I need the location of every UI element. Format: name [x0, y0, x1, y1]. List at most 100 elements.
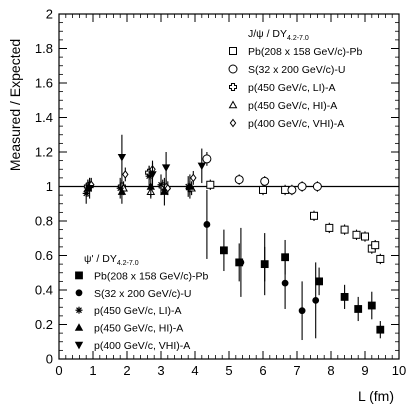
data-point-open-square: [371, 241, 380, 250]
x-axis-label: L (fm): [358, 388, 394, 404]
data-point-asterisk: [157, 181, 165, 189]
data-point-open-diamond: [190, 173, 197, 183]
data-point-open-square: [376, 254, 385, 263]
data-point-open-diamond: [229, 118, 237, 128]
data-point-open-circle: [297, 182, 307, 191]
data-point-filled-triangle-up: [117, 187, 127, 195]
legend-entry-label: p(450 GeV/c, HI)-A: [248, 100, 337, 112]
asterisk-stroke: [158, 181, 164, 188]
data-point-filled-circle: [203, 221, 211, 228]
series-open-circle: [202, 152, 322, 196]
legend-entry-label: S(32 x 200 GeV/c)-U: [248, 64, 345, 76]
y-tick-label: 0.2: [35, 317, 53, 332]
series-open-cross: [83, 165, 194, 196]
data-point-filled-triangle-down: [161, 164, 171, 172]
data-point-open-circle: [312, 182, 322, 191]
legend-title-main: J/ψ / DY: [248, 28, 287, 40]
y-tick-label: 0.6: [35, 248, 53, 263]
data-point-open-square: [352, 230, 361, 239]
series-open-diamond: [88, 162, 197, 196]
legend-entry-label: S(32 x 200 GeV/c)-U: [94, 288, 191, 300]
data-point-open-triangle: [228, 100, 238, 109]
data-point-open-circle: [228, 64, 238, 74]
data-point-filled-square: [340, 292, 349, 301]
legend-entry-label: Pb(208 x 158 GeV/c)-Pb: [248, 46, 363, 58]
data-point-open-cross: [229, 83, 237, 91]
x-tick-label: 2: [123, 363, 130, 378]
x-tick-label: 5: [225, 363, 232, 378]
x-tick-label: 3: [157, 363, 164, 378]
legend-entry-label: p(450 GeV/c, HI)-A: [94, 323, 183, 335]
data-point-open-circle: [260, 176, 270, 186]
y-axis-label: Measured / Expected: [7, 39, 23, 171]
x-tick-label: 1: [89, 363, 96, 378]
data-point-filled-square: [315, 277, 324, 286]
data-point-open-square: [310, 211, 318, 220]
legend-title-subscript: 4.2-7.0: [287, 35, 309, 42]
data-point-open-diamond: [122, 170, 129, 179]
data-point-filled-triangle-down: [197, 162, 206, 171]
legend-entry-label: p(450 GeV/c, LI)-A: [248, 82, 336, 94]
legend-entry-label: p(400 GeV/c, VHI)-A: [248, 118, 344, 130]
series-open-triangle-up: [85, 177, 196, 199]
legend-top-right: J/ψ / DY4.2-7.0 Pb(208 x 158 GeV/c)-Pb S(3…: [228, 28, 363, 130]
data-point-filled-triangle-down: [85, 185, 94, 193]
x-tick-label: 10: [392, 363, 406, 378]
data-point-open-circle: [287, 185, 297, 195]
y-tick-label: 0.4: [35, 283, 53, 298]
data-point-open-square: [206, 180, 215, 189]
series-asterisk: [82, 165, 192, 204]
series-filled-triangle-down: [85, 134, 206, 199]
legend-title-main: ψ' / DY: [84, 253, 117, 265]
x-tick-label: 0: [55, 363, 62, 378]
x-tick-label: 4: [191, 363, 198, 378]
legend-title: ψ' / DY4.2-7.0: [84, 253, 139, 267]
data-point-filled-circle: [75, 289, 83, 297]
data-point-open-square: [361, 232, 369, 241]
x-tick-label: 6: [259, 363, 266, 378]
data-point-filled-circle: [298, 307, 306, 315]
data-point-filled-triangle-down: [148, 171, 157, 179]
x-tick-label: 8: [327, 363, 334, 378]
data-point-filled-triangle-up: [185, 182, 195, 190]
y-tick-label: 1.6: [35, 76, 53, 91]
legend-layer: J/ψ / DY4.2-7.0Pb(208 x 158 GeV/c)-PbS(3…: [74, 28, 363, 352]
legend-entry-label: p(450 GeV/c, LI)-A: [94, 305, 182, 317]
data-point-filled-circle: [312, 296, 320, 304]
series-filled-circle: [203, 189, 320, 341]
data-point-filled-square: [219, 246, 228, 255]
y-tick-label: 0: [46, 352, 53, 367]
data-point-filled-circle: [261, 260, 269, 268]
data-point-filled-square: [75, 271, 83, 280]
data-point-filled-square: [376, 325, 385, 334]
data-point-open-square: [325, 223, 334, 232]
data-point-open-square: [259, 185, 267, 194]
legend-title: J/ψ / DY4.2-7.0: [248, 28, 309, 42]
data-point-filled-circle: [237, 258, 245, 266]
y-tick-label: 2: [46, 7, 53, 22]
legend-entry-label: p(400 GeV/c, VHI)-A: [94, 340, 190, 352]
data-point-filled-triangle-up: [160, 187, 169, 195]
data-point-open-circle: [202, 154, 212, 164]
data-point-open-circle: [234, 175, 244, 185]
data-point-open-square: [340, 225, 349, 234]
series-filled-triangle-up: [83, 174, 195, 206]
legend-bottom-left: ψ' / DY4.2-7.0 Pb(208 x 158 GeV/c)-Pb S(32…: [74, 253, 209, 352]
data-point-open-diamond: [164, 183, 172, 193]
data-point-open-square: [229, 47, 237, 55]
x-tick-label: 9: [361, 363, 368, 378]
x-tick-label: 7: [293, 363, 300, 378]
data-point-filled-square: [354, 305, 363, 313]
y-tick-label: 1.2: [35, 145, 53, 160]
series-open-square: [206, 179, 385, 265]
y-tick-label: 0.8: [35, 214, 53, 229]
y-tick-label: 1.8: [35, 41, 53, 56]
asterisk-stroke: [76, 307, 82, 314]
data-layer: [82, 134, 385, 341]
legend-title-subscript: 4.2-7.0: [117, 260, 139, 267]
axes: 0 1 2 3 4 5 6 7 8 9 10 0 0.2 0.4 0.6 0.8 1 1.2 1.4 1.6 1.8 2: [35, 7, 406, 379]
data-point-filled-triangle-down: [74, 341, 84, 350]
data-point-filled-circle: [281, 279, 289, 287]
y-tick-label: 1.4: [35, 110, 53, 125]
